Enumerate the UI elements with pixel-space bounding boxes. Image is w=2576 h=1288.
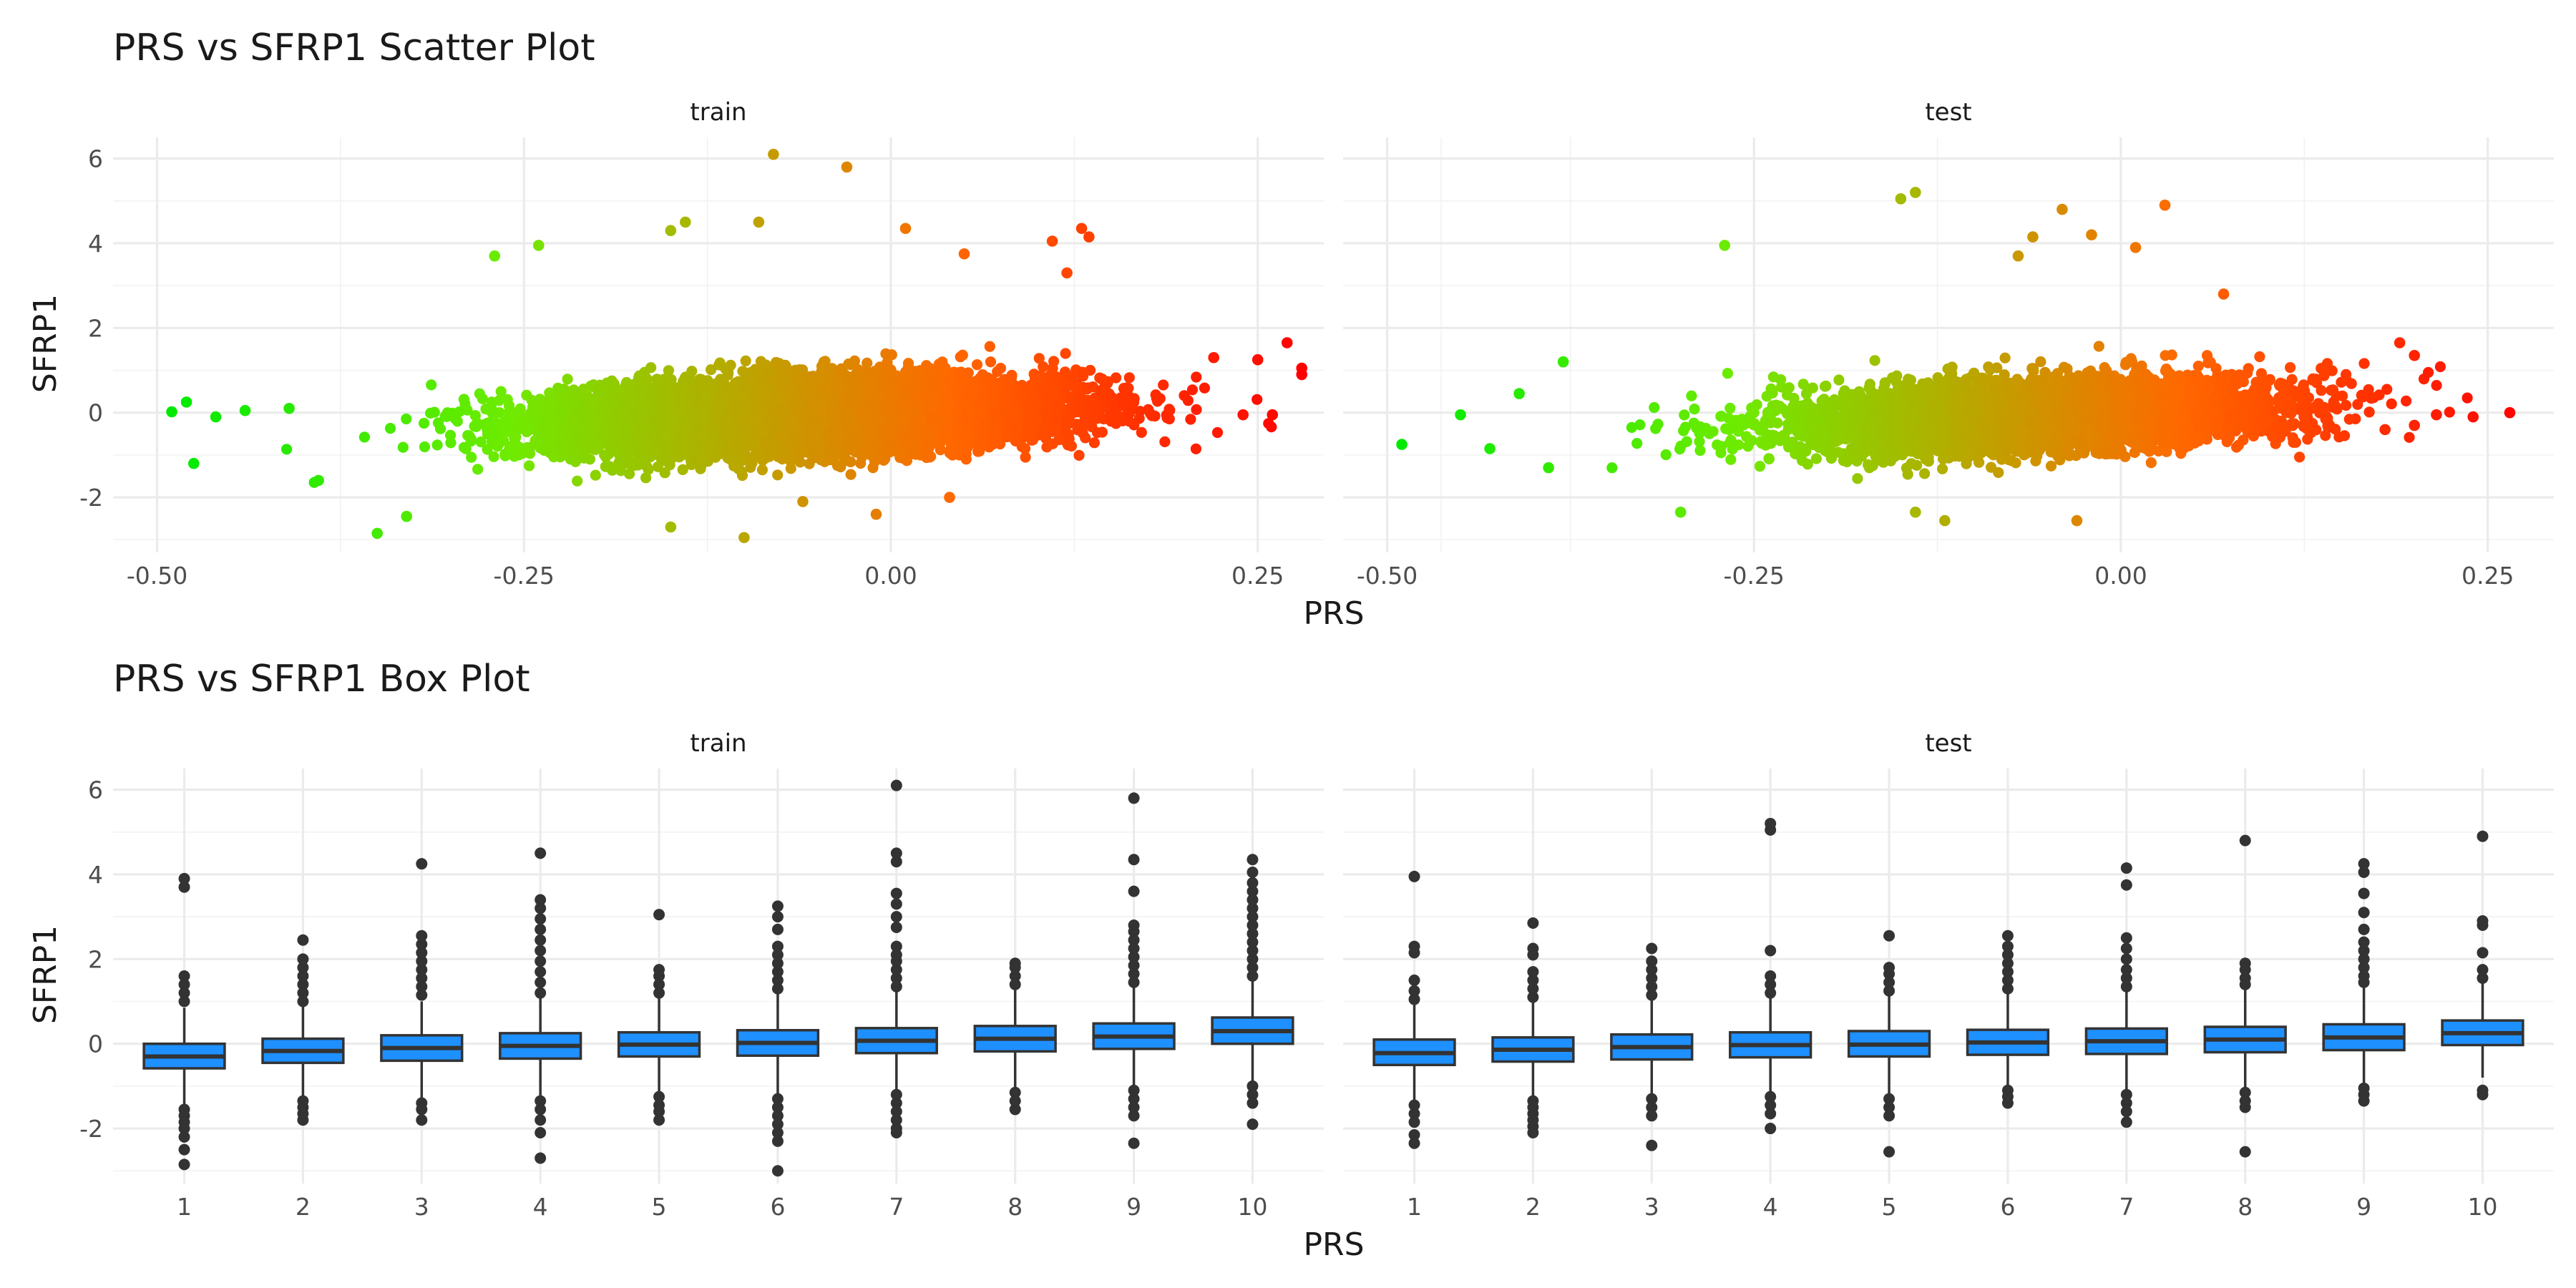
scatter-y-tick-label: 2	[88, 314, 103, 342]
scatter-point	[1158, 379, 1169, 391]
scatter-point	[444, 429, 457, 441]
scatter-point	[445, 437, 457, 449]
scatter-point	[985, 356, 997, 368]
scatter-section: PRS vs SFRP1 Scatter Plot train test -0.…	[27, 26, 2554, 632]
scatter-point	[488, 451, 499, 462]
scatter-point	[524, 460, 535, 472]
scatter-point	[706, 364, 717, 376]
scatter-y-tick-label: 4	[88, 230, 103, 258]
scatter-point	[1190, 443, 1201, 454]
scatter-facet-label-test: test	[1925, 98, 1971, 127]
scatter-point	[401, 413, 412, 425]
scatter-point	[495, 386, 507, 397]
scatter-point	[590, 469, 601, 481]
scatter-point	[281, 444, 293, 455]
scatter-title: PRS vs SFRP1 Scatter Plot	[113, 26, 595, 69]
scatter-point	[1096, 426, 1108, 438]
scatter-point	[1199, 382, 1210, 394]
scatter-point	[1191, 371, 1202, 383]
scatter-point	[663, 365, 675, 376]
scatter-point	[1038, 361, 1049, 373]
scatter-train-x-tick-label: 0.25	[1231, 562, 1284, 590]
scatter-y-tick-label: -2	[79, 484, 103, 512]
scatter-facet-label-train: train	[690, 98, 746, 127]
scatter-train-x-tick-label: -0.25	[494, 562, 555, 590]
scatter-point	[1128, 396, 1140, 408]
scatter-point	[867, 462, 879, 474]
scatter-panel-train: -0.50 -0.25 0.00 0.25 -2 0 2 4 6	[79, 137, 1442, 590]
scatter-point	[431, 439, 443, 451]
scatter-point	[419, 441, 431, 453]
scatter-point	[426, 379, 437, 391]
scatter-point	[971, 359, 983, 371]
scatter-point	[475, 436, 487, 448]
scatter-train-point-cloud	[281, 341, 1277, 488]
scatter-point	[384, 423, 396, 434]
scatter-train-x-tick-label: -0.50	[127, 562, 187, 590]
scatter-point	[772, 469, 784, 481]
scatter-y-tick-label: 6	[88, 145, 103, 173]
scatter-point	[677, 464, 688, 476]
scatter-point	[494, 407, 505, 419]
scatter-train-x-tick-label: 0.00	[864, 562, 917, 590]
scatter-point	[1191, 404, 1202, 416]
scatter-y-tick-label: 0	[88, 399, 103, 427]
scatter-point	[600, 461, 611, 472]
scatter-point	[562, 374, 573, 385]
scatter-point	[397, 441, 409, 453]
scatter-point	[472, 464, 484, 475]
scatter-point	[845, 469, 857, 480]
scatter-point	[1182, 395, 1194, 406]
